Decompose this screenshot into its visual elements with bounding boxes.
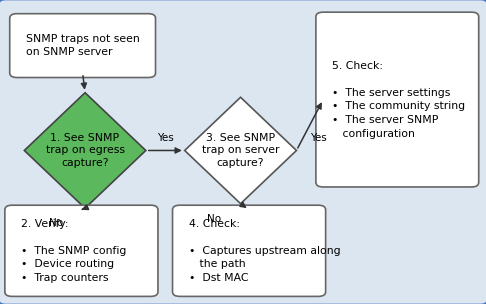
Text: No: No bbox=[207, 214, 221, 224]
Text: 2. Verify:

•  The SNMP config
•  Device routing
•  Trap counters: 2. Verify: • The SNMP config • Device ro… bbox=[21, 219, 126, 283]
Text: 5. Check:

•  The server settings
•  The community string
•  The server SNMP
   : 5. Check: • The server settings • The co… bbox=[332, 60, 465, 139]
FancyBboxPatch shape bbox=[316, 12, 479, 187]
Text: Yes: Yes bbox=[157, 133, 174, 143]
FancyBboxPatch shape bbox=[173, 205, 326, 296]
Text: 1. See SNMP
trap on egress
capture?: 1. See SNMP trap on egress capture? bbox=[46, 133, 124, 168]
FancyBboxPatch shape bbox=[10, 14, 156, 78]
Polygon shape bbox=[24, 93, 146, 208]
Text: SNMP traps not seen
on SNMP server: SNMP traps not seen on SNMP server bbox=[26, 34, 139, 57]
Polygon shape bbox=[185, 97, 296, 204]
Text: 4. Check:

•  Captures upstream along
   the path
•  Dst MAC: 4. Check: • Captures upstream along the … bbox=[189, 219, 340, 283]
Text: No: No bbox=[49, 219, 63, 228]
Text: 3. See SNMP
trap on server
capture?: 3. See SNMP trap on server capture? bbox=[202, 133, 279, 168]
Text: Yes: Yes bbox=[310, 133, 327, 143]
FancyBboxPatch shape bbox=[5, 205, 158, 296]
